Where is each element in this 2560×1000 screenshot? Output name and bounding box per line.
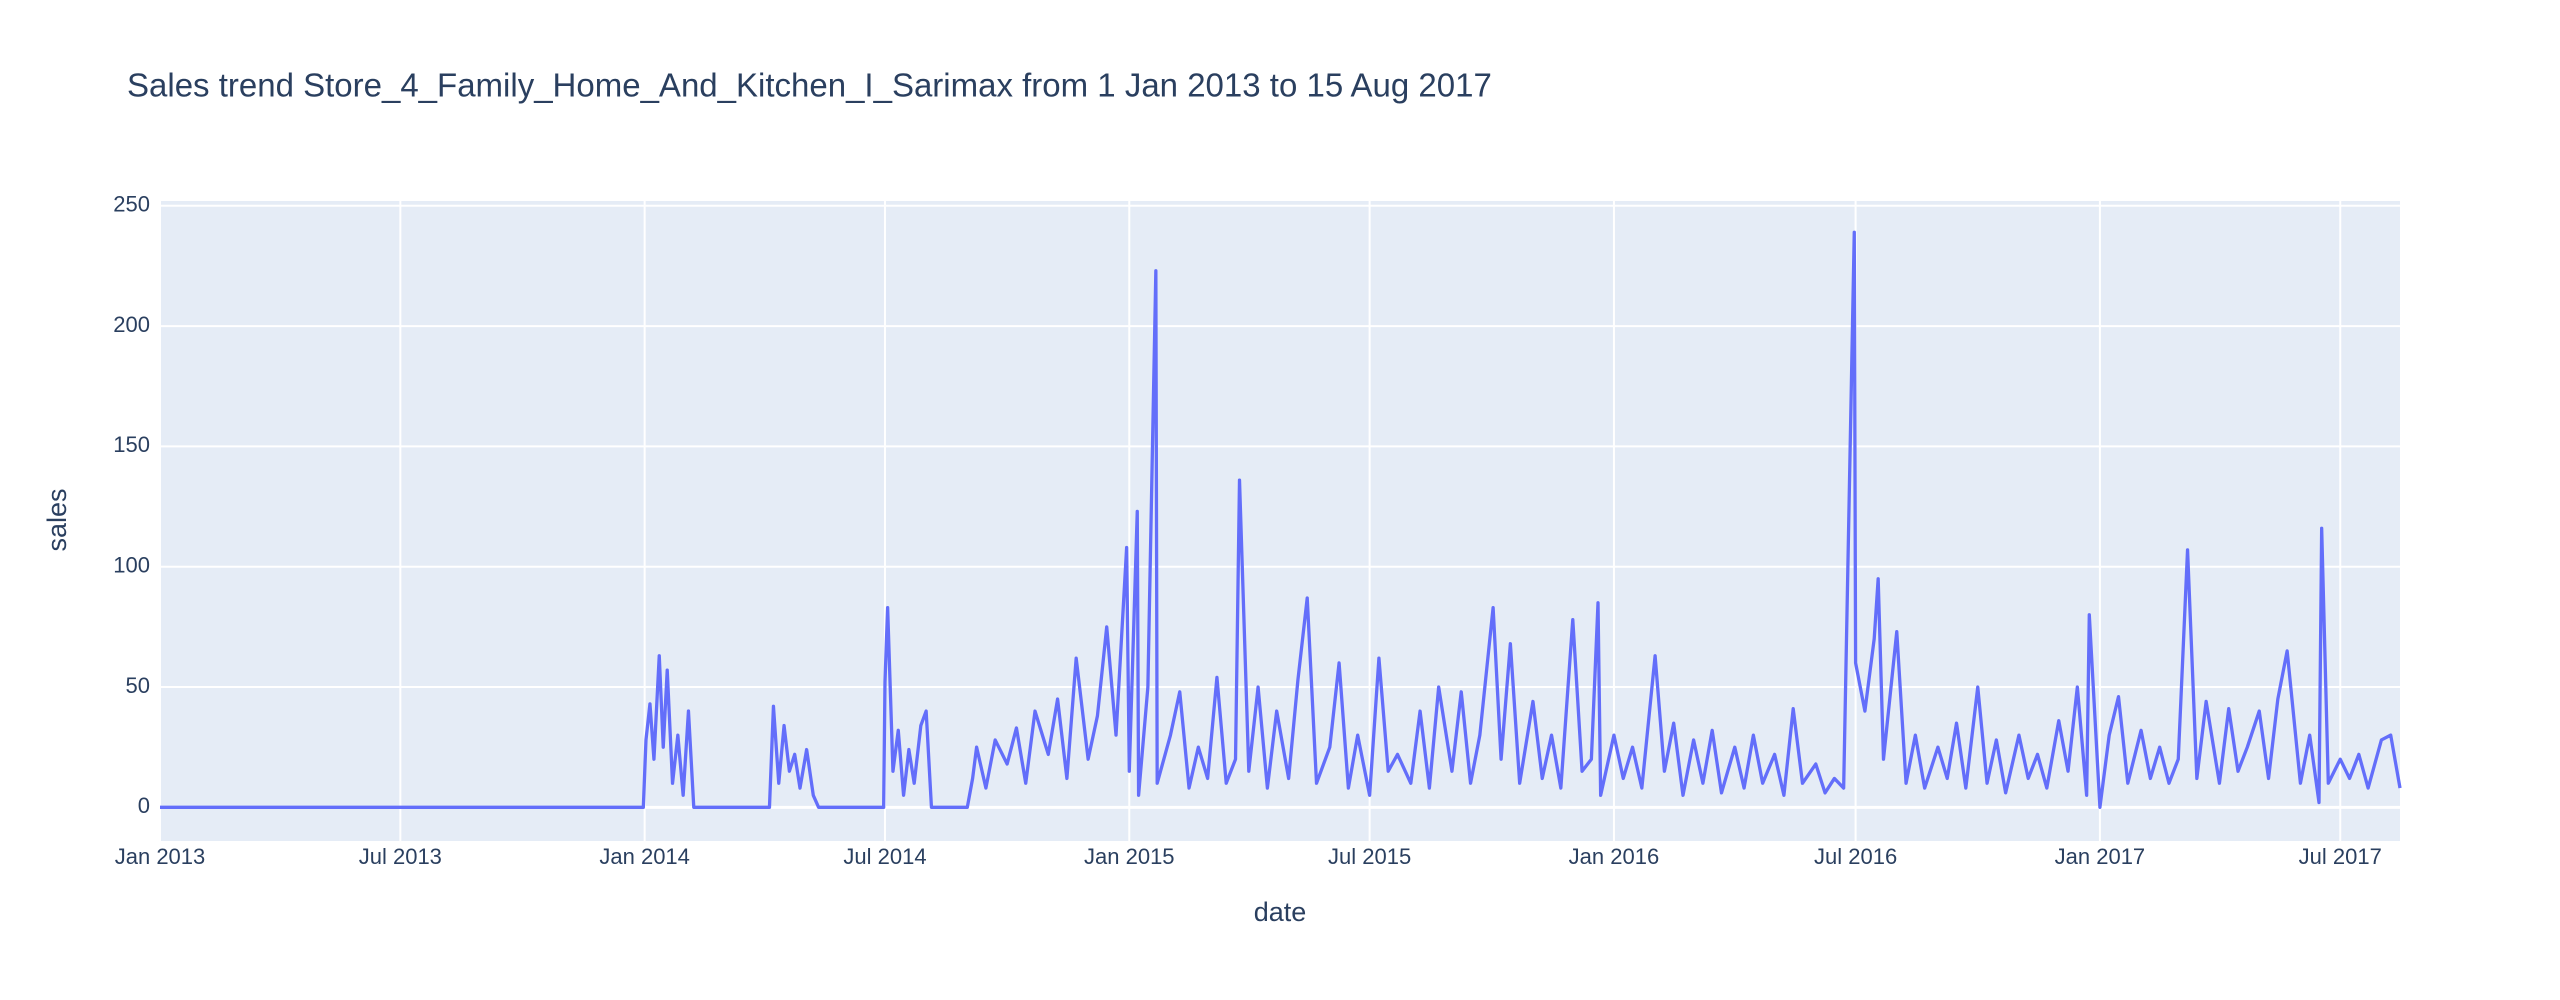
y-tick-label: 100 bbox=[113, 553, 150, 578]
y-axis-title: sales bbox=[42, 488, 72, 551]
sales-line bbox=[160, 230, 2402, 809]
x-tick-label: Jan 2014 bbox=[599, 844, 690, 869]
x-tick-label: Jan 2015 bbox=[1084, 844, 1175, 869]
chart-title: Sales trend Store_4_Family_Home_And_Kitc… bbox=[127, 67, 1492, 104]
x-tick-label: Jan 2017 bbox=[2055, 844, 2146, 869]
x-tick-label: Jul 2017 bbox=[2299, 844, 2382, 869]
x-axis-title: date bbox=[1254, 897, 1307, 927]
x-tick-label: Jul 2015 bbox=[1328, 844, 1411, 869]
y-tick-label: 50 bbox=[126, 673, 150, 698]
y-tick-label: 0 bbox=[138, 793, 150, 818]
y-tick-label: 250 bbox=[113, 192, 150, 217]
x-tick-label: Jul 2016 bbox=[1814, 844, 1897, 869]
x-tick-label: Jul 2014 bbox=[843, 844, 926, 869]
y-tick-label: 150 bbox=[113, 432, 150, 457]
x-tick-label: Jan 2016 bbox=[1569, 844, 1660, 869]
x-tick-label: Jul 2013 bbox=[359, 844, 442, 869]
x-tick-label: Jan 2013 bbox=[115, 844, 206, 869]
y-tick-label: 200 bbox=[113, 312, 150, 337]
